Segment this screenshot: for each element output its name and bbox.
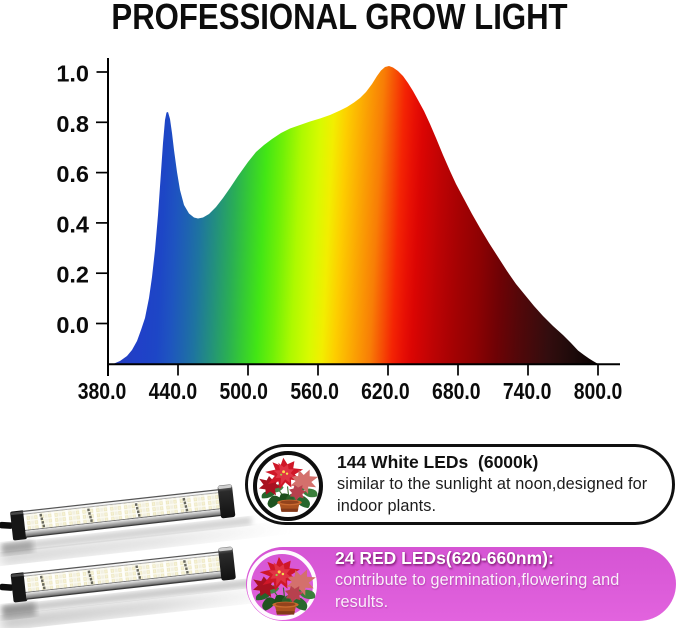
svg-text:440.0: 440.0 — [149, 378, 198, 404]
svg-text:0.4: 0.4 — [56, 211, 89, 237]
svg-text:1.0: 1.0 — [56, 61, 89, 87]
svg-text:680.0: 680.0 — [432, 378, 481, 404]
svg-text:0.2: 0.2 — [56, 262, 89, 288]
svg-text:560.0: 560.0 — [290, 378, 339, 404]
svg-text:380.0: 380.0 — [78, 378, 127, 404]
svg-text:620.0: 620.0 — [361, 378, 410, 404]
svg-text:0.6: 0.6 — [56, 161, 89, 187]
svg-text:0.8: 0.8 — [56, 111, 89, 137]
svg-text:800.0: 800.0 — [574, 378, 623, 404]
svg-text:0.0: 0.0 — [56, 312, 89, 338]
svg-text:740.0: 740.0 — [503, 378, 552, 404]
svg-text:500.0: 500.0 — [219, 378, 268, 404]
